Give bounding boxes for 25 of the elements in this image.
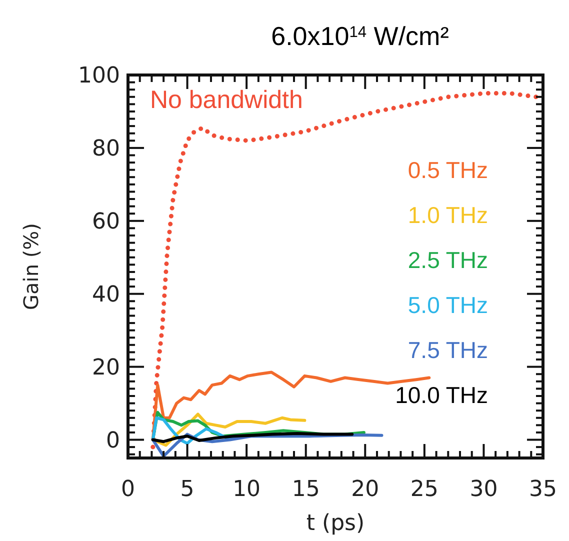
text: 1.0 THz [408,202,488,228]
y-tick-label: 100 [78,64,120,89]
x-tick-label: 30 [470,477,498,502]
y-tick-label: 40 [92,282,120,308]
y-tick-label: 60 [92,210,120,235]
x-tick-label: 15 [292,477,320,502]
x-tick-label: 35 [529,477,557,502]
x-tick-label: 20 [351,477,380,502]
x-axis-title: t (ps) [306,511,365,536]
line-series [151,432,354,444]
x-tick-label: 10 [232,477,261,502]
text: 5.0 THz [408,292,488,318]
y-tick-label: 20 [92,356,120,381]
text: 0.5 THz [408,157,488,183]
text: 2.5 THz [408,247,488,273]
y-tick-label: 80 [92,136,120,162]
text: 10.0 THz [395,382,488,408]
text: 7.5 THz [408,337,488,363]
y-axis-title: Gain (%) [19,223,43,310]
x-tick-label: 25 [410,477,438,502]
chart-title: 6.0x10$^{14}$ W/cm² [271,21,450,51]
y-tick-label: 0 [106,428,120,454]
x-tick-label: 5 [180,477,194,502]
series-label: No bandwidth [150,86,303,114]
line-series [150,90,538,450]
